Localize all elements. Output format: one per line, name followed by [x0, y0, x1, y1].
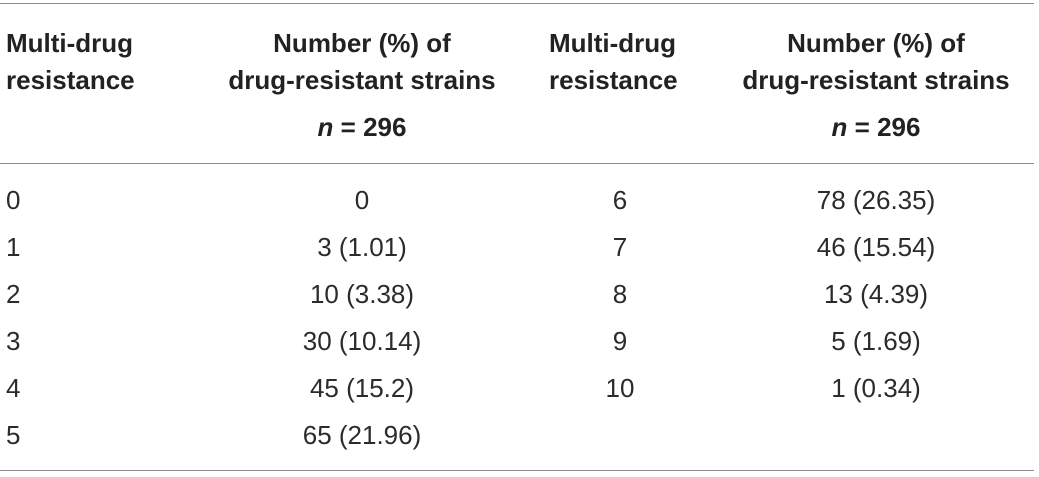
cell-mdr-left: 1: [6, 232, 21, 262]
header-text: Multi-drug: [6, 28, 134, 58]
n-variable: n: [831, 112, 848, 142]
header-text: resistance: [549, 65, 678, 95]
header-text: Number (%) of: [273, 28, 451, 58]
cell-mdr-right: 10: [605, 373, 635, 403]
cell-count-left: 30 (10.14): [302, 326, 422, 356]
header-text: Number (%) of: [787, 28, 965, 58]
top-rule: [0, 3, 1034, 4]
header-number-right: Number (%) of drug-resistant strains n =…: [726, 25, 1026, 146]
cell-mdr-right: 8: [612, 279, 628, 309]
cell-count-left: 3 (1.01): [317, 232, 407, 262]
header-text: drug-resistant strains: [228, 65, 496, 95]
header-multidrug-left: Multi-drug resistance: [6, 25, 135, 99]
header-sample-size: n = 296: [212, 109, 512, 146]
n-value: = 296: [847, 112, 921, 142]
cell-count-right: 1 (0.34): [831, 373, 921, 403]
cell-mdr-left: 4: [6, 373, 21, 403]
cell-mdr-left: 5: [6, 420, 21, 450]
cell-count-right: 78 (26.35): [816, 185, 936, 215]
cell-count-left: 0: [354, 185, 370, 215]
header-rule: [0, 163, 1034, 164]
header-text: resistance: [6, 65, 135, 95]
header-sample-size: n = 296: [726, 109, 1026, 146]
header-text: drug-resistant strains: [742, 65, 1010, 95]
cell-mdr-right: 6: [612, 185, 628, 215]
cell-mdr-right: 7: [612, 232, 628, 262]
cell-count-left: 10 (3.38): [309, 279, 415, 309]
n-variable: n: [317, 112, 334, 142]
bottom-rule: [0, 470, 1034, 471]
cell-mdr-left: 0: [6, 185, 21, 215]
cell-mdr-right: 9: [612, 326, 628, 356]
cell-count-left: 45 (15.2): [309, 373, 415, 403]
cell-count-right: 46 (15.54): [816, 232, 936, 262]
cell-count-right: 13 (4.39): [823, 279, 929, 309]
header-number-left: Number (%) of drug-resistant strains n =…: [212, 25, 512, 146]
cell-count-left: 65 (21.96): [302, 420, 422, 450]
cell-count-right: 5 (1.69): [831, 326, 921, 356]
cell-mdr-left: 3: [6, 326, 21, 356]
header-multidrug-right: Multi-drug resistance: [549, 25, 678, 99]
n-value: = 296: [333, 112, 407, 142]
header-text: Multi-drug: [549, 28, 677, 58]
cell-mdr-left: 2: [6, 279, 21, 309]
